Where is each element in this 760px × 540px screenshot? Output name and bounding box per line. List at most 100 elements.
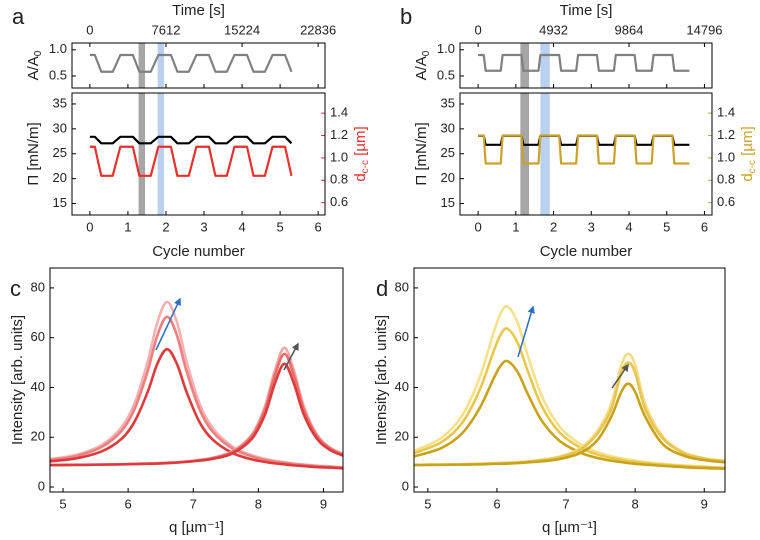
- axis-label: Π [mN/m]: [413, 122, 430, 185]
- x-axis-label: q [µm⁻¹]: [169, 519, 224, 536]
- y-tick-label: 0: [402, 478, 409, 493]
- panel-label: c: [10, 276, 21, 301]
- x-tick-label: 6: [315, 219, 322, 234]
- axis-frame: [49, 267, 344, 493]
- data-line: [413, 327, 726, 470]
- axis-label-part: Π [mN/m]: [413, 122, 430, 185]
- y2-tick-label: 1.2: [717, 127, 735, 142]
- y2-tick-label: 0.6: [330, 194, 348, 209]
- y2-tick-label: 0.6: [717, 194, 735, 209]
- panel-label: b: [400, 4, 412, 29]
- data-line: [478, 134, 690, 146]
- axis-label-part: d: [739, 173, 756, 181]
- panel-label: d: [376, 276, 388, 301]
- x-tick-label: 2: [550, 219, 557, 234]
- axis-label-part: A/A: [413, 56, 430, 80]
- axis-frame: [459, 42, 713, 89]
- data-line: [413, 361, 726, 467]
- y-tick-label: 1.0: [437, 41, 455, 56]
- arrow: [283, 342, 299, 371]
- x-axis-label: Cycle number: [540, 243, 633, 260]
- y2-tick-label: 1.4: [330, 105, 348, 120]
- y2-tick-label: 1.4: [717, 105, 735, 120]
- axis-label: dc-c [µm]: [352, 126, 371, 181]
- x-tick-label: 8: [632, 496, 639, 511]
- y2-tick-label: 1.2: [330, 127, 348, 142]
- y-tick-label: 35: [53, 95, 67, 110]
- y-tick-label: 35: [441, 95, 455, 110]
- y-tick-label: 15: [53, 195, 67, 210]
- x-tick-label: 9: [320, 496, 327, 511]
- axis-label-part: [µm]: [352, 126, 369, 160]
- y-tick-label: 15: [441, 195, 455, 210]
- x2-tick-label: 9864: [615, 22, 644, 37]
- data-line: [413, 382, 726, 467]
- axis-label: Intensity [arb. units]: [373, 315, 390, 445]
- y-tick-label: 30: [53, 120, 67, 135]
- y2-tick-label: 1.0: [330, 149, 348, 164]
- y-tick-label: 25: [441, 145, 455, 160]
- x-tick-label: 6: [701, 219, 708, 234]
- x-tick-label: 4: [238, 219, 245, 234]
- x-tick-label: 6: [493, 496, 500, 511]
- y-tick-label: 40: [395, 379, 409, 394]
- axis-label-part: [µm]: [739, 126, 756, 160]
- x-tick-label: 3: [588, 219, 595, 234]
- x-tick-label: 6: [125, 496, 132, 511]
- arrow: [611, 363, 629, 389]
- x-tick-label: 0: [86, 219, 93, 234]
- data-line: [49, 362, 344, 467]
- x-tick-label: 5: [663, 219, 670, 234]
- y-tick-label: 25: [53, 145, 67, 160]
- x-axis-label: Cycle number: [152, 243, 245, 260]
- shaded-span: [540, 93, 550, 215]
- x-tick-label: 2: [162, 219, 169, 234]
- x2-tick-label: 0: [86, 22, 93, 37]
- shaded-span: [157, 93, 165, 215]
- shaded-span: [138, 43, 146, 88]
- x-tick-label: 5: [59, 496, 66, 511]
- x-tick-label: 0: [474, 219, 481, 234]
- y-tick-label: 1.0: [49, 41, 67, 56]
- shaded-span: [157, 43, 165, 88]
- x-tick-label: 5: [424, 496, 431, 511]
- y-tick-label: 0: [38, 478, 45, 493]
- data-line: [89, 135, 293, 145]
- data-line: [413, 304, 726, 469]
- axis-label-part: Intensity [arb. units]: [9, 315, 26, 445]
- shaded-span: [540, 43, 550, 88]
- x2-tick-label: 0: [474, 22, 481, 37]
- x-tick-label: 5: [276, 219, 283, 234]
- arrow: [517, 305, 535, 358]
- y-tick-label: 30: [441, 120, 455, 135]
- shaded-span: [520, 93, 530, 215]
- y-tick-label: 40: [31, 379, 45, 394]
- y-tick-label: 60: [31, 329, 45, 344]
- axis-label: Intensity [arb. units]: [9, 315, 26, 445]
- data-line: [413, 359, 726, 470]
- y-tick-label: 60: [395, 329, 409, 344]
- x-tick-label: 1: [512, 219, 519, 234]
- x-tick-label: 4: [625, 219, 632, 234]
- x2-tick-label: 4932: [539, 22, 568, 37]
- y2-tick-label: 0.8: [330, 172, 348, 187]
- x-tick-label: 1: [124, 219, 131, 234]
- y-tick-label: 80: [395, 279, 409, 294]
- axis-frame: [71, 92, 326, 216]
- axis-frame: [459, 92, 713, 216]
- axis-label-sub: 0: [421, 50, 432, 56]
- axis-label-sub: c-c: [747, 160, 758, 173]
- y-tick-label: 20: [441, 170, 455, 185]
- axis-label-part: d: [352, 173, 369, 181]
- y-tick-label: 20: [53, 170, 67, 185]
- axis-label: Π [mN/m]: [25, 122, 42, 185]
- axis-label-part: Intensity [arb. units]: [373, 315, 390, 445]
- x2-tick-label: 15224: [224, 22, 260, 37]
- y-tick-label: 80: [31, 279, 45, 294]
- arrow: [155, 297, 181, 351]
- axis-label: A/A0: [25, 50, 44, 80]
- x-tick-label: 3: [200, 219, 207, 234]
- axis-label: A/A0: [413, 50, 432, 80]
